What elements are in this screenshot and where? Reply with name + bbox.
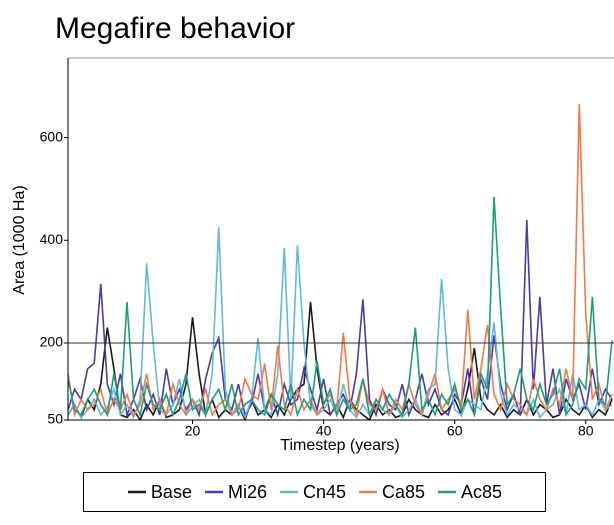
legend-label: Base bbox=[150, 481, 192, 502]
legend-swatch bbox=[204, 490, 223, 494]
series-line bbox=[68, 196, 613, 418]
y-tick-label: 400 bbox=[40, 231, 64, 247]
legend-entry: Base bbox=[127, 482, 192, 503]
x-tick-label: 20 bbox=[185, 423, 201, 439]
legend-entry: Cn45 bbox=[279, 482, 346, 503]
chart: Megafire behavior Timestep (years) Area … bbox=[11, 12, 614, 454]
legend-entry: Ca85 bbox=[358, 482, 425, 503]
legend-swatch bbox=[438, 490, 457, 494]
x-axis-label: Timestep (years) bbox=[280, 437, 399, 454]
legend-label: Cn45 bbox=[302, 481, 346, 502]
legend: Base Mi26 Cn45 Ca85 Ac85 bbox=[83, 472, 546, 512]
series-line bbox=[68, 227, 613, 420]
x-tick-label: 40 bbox=[316, 423, 332, 439]
y-tick-label: 200 bbox=[40, 334, 64, 350]
x-tick-label: 80 bbox=[578, 423, 594, 439]
series-line bbox=[68, 104, 613, 418]
legend-label: Mi26 bbox=[227, 481, 267, 502]
legend-label: Ca85 bbox=[382, 481, 426, 502]
y-tick-label: 600 bbox=[40, 128, 64, 144]
legend-label: Ac85 bbox=[461, 481, 503, 502]
legend-entry: Ac85 bbox=[437, 482, 502, 503]
legend-swatch bbox=[359, 490, 377, 494]
chart-title: Megafire behavior bbox=[55, 12, 295, 45]
plot-lines bbox=[68, 104, 613, 420]
y-tick-label: 50 bbox=[47, 411, 63, 427]
x-tick-label: 60 bbox=[447, 423, 463, 439]
legend-entry: Mi26 bbox=[204, 482, 267, 503]
legend-swatch bbox=[127, 490, 146, 494]
y-axis-label: Area (1000 Ha) bbox=[11, 185, 28, 294]
legend-swatch bbox=[279, 490, 298, 494]
